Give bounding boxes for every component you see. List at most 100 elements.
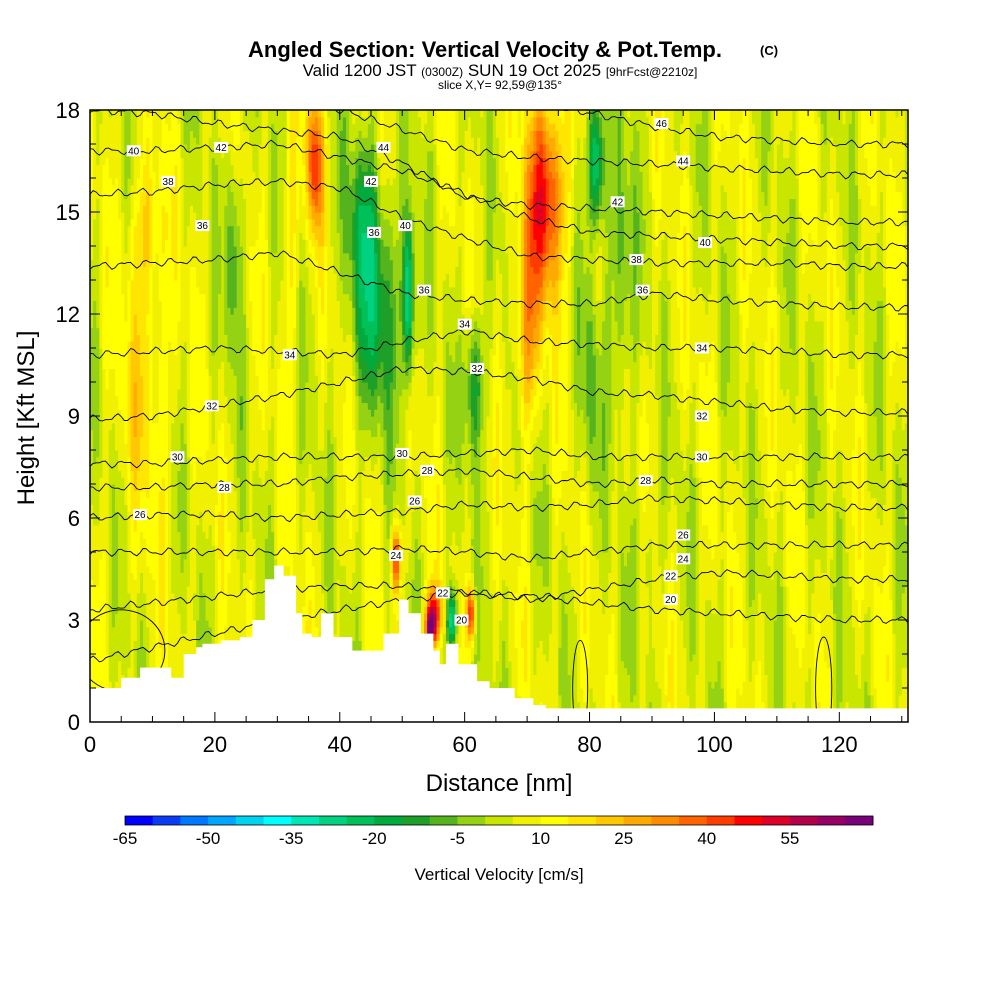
- vv-cell: [171, 361, 175, 369]
- vv-cell: [208, 572, 213, 580]
- vv-cell: [111, 558, 116, 567]
- vv-cell: [90, 307, 94, 315]
- vv-cell: [127, 484, 132, 492]
- vv-cell: [214, 436, 219, 444]
- vv-cell: [164, 592, 169, 601]
- vv-cell: [208, 116, 213, 125]
- vv-cell: [161, 450, 166, 458]
- vv-cell: [127, 191, 132, 199]
- vv-cell: [136, 497, 141, 505]
- vv-cell: [102, 307, 107, 315]
- vv-cell: [105, 395, 110, 403]
- vv-cell: [99, 545, 104, 553]
- vv-cell: [108, 232, 113, 240]
- vv-cell: [205, 171, 210, 179]
- vv-cell: [193, 477, 197, 485]
- vv-cell: [161, 586, 166, 594]
- vv-cell: [130, 538, 135, 546]
- vv-cell: [199, 123, 203, 131]
- vv-cell: [189, 395, 194, 403]
- vv-cell: [133, 599, 138, 607]
- vv-cell: [152, 280, 157, 288]
- vv-cell: [121, 123, 125, 131]
- vv-cell: [174, 497, 179, 505]
- vv-cell: [146, 422, 150, 431]
- vv-cell: [111, 334, 116, 342]
- vv-cell: [99, 150, 104, 159]
- vv-cell: [189, 497, 194, 505]
- vv-cell: [108, 558, 113, 567]
- vv-cell: [96, 130, 100, 138]
- vv-cell: [146, 280, 150, 288]
- vv-cell: [90, 579, 94, 587]
- vv-cell: [124, 592, 129, 601]
- vv-cell: [124, 613, 129, 621]
- vv-cell: [155, 620, 160, 628]
- vv-cell: [177, 225, 182, 233]
- vv-cell: [118, 613, 122, 621]
- vv-cell: [127, 572, 132, 580]
- vv-cell: [146, 205, 150, 213]
- vv-cell: [211, 300, 216, 308]
- vv-cell: [133, 416, 138, 424]
- vv-cell: [196, 477, 200, 485]
- vv-cell: [183, 545, 188, 553]
- vv-cell: [193, 286, 197, 295]
- vv-cell: [168, 361, 172, 369]
- vv-cell: [177, 198, 182, 206]
- vv-cell: [90, 436, 94, 444]
- vv-cell: [211, 266, 216, 274]
- vv-cell: [146, 341, 150, 349]
- vv-cell: [133, 382, 138, 390]
- vv-cell: [189, 361, 194, 369]
- vv-cell: [114, 259, 119, 267]
- vv-cell: [168, 218, 172, 227]
- vv-cell: [99, 429, 104, 437]
- vv-cell: [174, 286, 179, 295]
- vv-cell: [177, 300, 182, 308]
- vv-cell: [93, 307, 97, 315]
- vv-cell: [143, 280, 147, 288]
- vv-cell: [96, 660, 100, 669]
- vv-cell: [193, 606, 197, 614]
- vv-cell: [149, 388, 154, 397]
- vv-cell: [127, 626, 132, 635]
- vv-cell: [139, 375, 144, 383]
- vv-cell: [196, 409, 200, 417]
- vv-cell: [161, 565, 166, 573]
- vv-cell: [152, 130, 157, 138]
- vv-cell: [171, 116, 175, 125]
- vv-cell: [152, 402, 157, 410]
- vv-cell: [105, 280, 110, 288]
- vv-cell: [174, 130, 179, 138]
- vv-cell: [155, 212, 160, 220]
- vv-cell: [136, 572, 141, 580]
- vv-cell: [183, 150, 188, 159]
- vv-cell: [174, 504, 179, 512]
- vv-cell: [118, 116, 122, 125]
- vv-cell: [202, 518, 207, 526]
- vv-cell: [108, 293, 113, 301]
- vv-cell: [183, 436, 188, 444]
- vv-cell: [164, 218, 169, 227]
- vv-cell: [183, 647, 188, 655]
- vv-cell: [127, 157, 132, 165]
- vv-cell: [111, 266, 116, 274]
- vv-cell: [161, 137, 166, 145]
- vv-cell: [168, 586, 172, 594]
- vv-cell: [108, 334, 113, 342]
- vv-cell: [196, 368, 200, 376]
- vv-cell: [205, 572, 210, 580]
- vv-cell: [161, 212, 166, 220]
- vv-cell: [118, 388, 122, 397]
- vv-cell: [180, 518, 185, 526]
- vv-cell: [196, 239, 200, 247]
- vv-cell: [171, 341, 175, 349]
- vv-cell: [164, 130, 169, 138]
- vv-cell: [146, 463, 150, 471]
- vv-cell: [177, 191, 182, 199]
- vv-cell: [164, 443, 169, 451]
- vv-cell: [130, 633, 135, 641]
- vv-cell: [139, 239, 144, 247]
- vv-cell: [133, 436, 138, 444]
